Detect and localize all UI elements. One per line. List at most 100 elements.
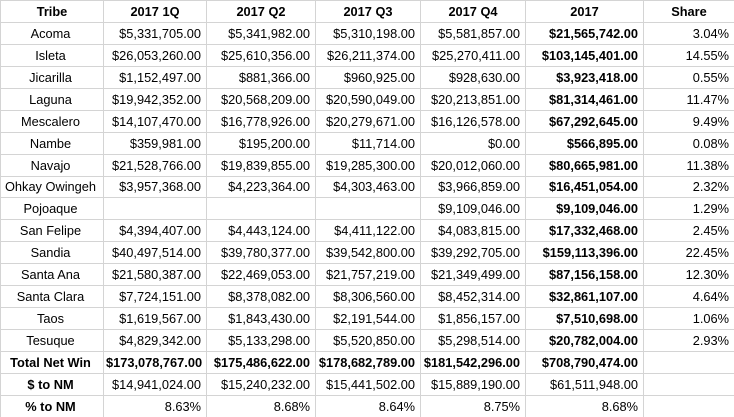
row-label-cell[interactable]: Santa Ana: [0, 263, 104, 287]
value-cell[interactable]: 8.75%: [420, 394, 526, 417]
value-cell[interactable]: $22,469,053.00: [206, 263, 316, 287]
row-label-cell[interactable]: Total Net Win: [0, 351, 104, 374]
row-label-cell[interactable]: Sandia: [0, 241, 104, 265]
value-cell[interactable]: $26,211,374.00: [315, 43, 421, 67]
value-cell[interactable]: $39,780,377.00: [206, 241, 316, 265]
value-cell[interactable]: $20,213,851.00: [420, 87, 526, 111]
value-cell[interactable]: $5,331,705.00: [103, 21, 207, 45]
value-cell[interactable]: $566,895.00: [525, 131, 644, 155]
value-cell[interactable]: $14,941,024.00: [103, 372, 207, 396]
value-cell[interactable]: $159,113,396.00: [525, 241, 644, 265]
value-cell[interactable]: $359,981.00: [103, 131, 207, 155]
row-label-cell[interactable]: Pojoaque: [0, 197, 104, 221]
value-cell[interactable]: $16,126,578.00: [420, 109, 526, 133]
row-label-cell[interactable]: Isleta: [0, 43, 104, 67]
row-label-cell[interactable]: Navajo: [0, 153, 104, 177]
value-cell[interactable]: 11.47%: [643, 87, 734, 111]
value-cell[interactable]: 0.55%: [643, 65, 734, 89]
row-label-cell[interactable]: Nambe: [0, 131, 104, 155]
value-cell[interactable]: $25,270,411.00: [420, 43, 526, 67]
row-label-cell[interactable]: Mescalero: [0, 109, 104, 133]
value-cell[interactable]: $32,861,107.00: [525, 285, 644, 309]
column-header-2017-1q[interactable]: 2017 1Q: [103, 0, 207, 23]
row-label-cell[interactable]: Taos: [0, 307, 104, 331]
value-cell[interactable]: $9,109,046.00: [525, 197, 644, 221]
value-cell[interactable]: $103,145,401.00: [525, 43, 644, 67]
value-cell[interactable]: $21,528,766.00: [103, 153, 207, 177]
value-cell[interactable]: $4,411,122.00: [315, 219, 421, 243]
value-cell[interactable]: $708,790,474.00: [525, 351, 644, 374]
value-cell[interactable]: $4,394,407.00: [103, 219, 207, 243]
value-cell[interactable]: [643, 372, 734, 396]
value-cell[interactable]: [103, 197, 207, 221]
value-cell[interactable]: 2.93%: [643, 329, 734, 352]
value-cell[interactable]: $39,292,705.00: [420, 241, 526, 265]
value-cell[interactable]: $5,581,857.00: [420, 21, 526, 45]
value-cell[interactable]: $960,925.00: [315, 65, 421, 89]
value-cell[interactable]: 8.64%: [315, 394, 421, 417]
value-cell[interactable]: $21,349,499.00: [420, 263, 526, 287]
value-cell[interactable]: $1,856,157.00: [420, 307, 526, 331]
value-cell[interactable]: 14.55%: [643, 43, 734, 67]
row-label-cell[interactable]: San Felipe: [0, 219, 104, 243]
row-label-cell[interactable]: % to NM: [0, 394, 104, 417]
value-cell[interactable]: $1,619,567.00: [103, 307, 207, 331]
value-cell[interactable]: 0.08%: [643, 131, 734, 155]
value-cell[interactable]: 12.30%: [643, 263, 734, 287]
value-cell[interactable]: 8.68%: [206, 394, 316, 417]
value-cell[interactable]: $5,310,198.00: [315, 21, 421, 45]
value-cell[interactable]: $4,443,124.00: [206, 219, 316, 243]
value-cell[interactable]: 8.63%: [103, 394, 207, 417]
value-cell[interactable]: $17,332,468.00: [525, 219, 644, 243]
value-cell[interactable]: $15,441,502.00: [315, 372, 421, 396]
value-cell[interactable]: $20,568,209.00: [206, 87, 316, 111]
value-cell[interactable]: $81,314,461.00: [525, 87, 644, 111]
row-label-cell[interactable]: Ohkay Owingeh: [0, 175, 104, 199]
value-cell[interactable]: $15,240,232.00: [206, 372, 316, 396]
value-cell[interactable]: 4.64%: [643, 285, 734, 309]
value-cell[interactable]: 2.45%: [643, 219, 734, 243]
row-label-cell[interactable]: $ to NM: [0, 372, 104, 396]
value-cell[interactable]: $5,341,982.00: [206, 21, 316, 45]
value-cell[interactable]: $3,957,368.00: [103, 175, 207, 199]
value-cell[interactable]: $8,378,082.00: [206, 285, 316, 309]
value-cell[interactable]: $7,724,151.00: [103, 285, 207, 309]
row-label-cell[interactable]: Santa Clara: [0, 285, 104, 309]
value-cell[interactable]: $20,782,004.00: [525, 329, 644, 352]
value-cell[interactable]: $11,714.00: [315, 131, 421, 155]
value-cell[interactable]: $175,486,622.00: [206, 351, 316, 374]
value-cell[interactable]: $20,279,671.00: [315, 109, 421, 133]
value-cell[interactable]: $61,511,948.00: [525, 372, 644, 396]
value-cell[interactable]: [643, 351, 734, 374]
value-cell[interactable]: $15,889,190.00: [420, 372, 526, 396]
value-cell[interactable]: $1,152,497.00: [103, 65, 207, 89]
value-cell[interactable]: $881,366.00: [206, 65, 316, 89]
row-label-cell[interactable]: Tesuque: [0, 329, 104, 352]
value-cell[interactable]: 3.04%: [643, 21, 734, 45]
column-header-2017-q2[interactable]: 2017 Q2: [206, 0, 316, 23]
value-cell[interactable]: $40,497,514.00: [103, 241, 207, 265]
value-cell[interactable]: $3,966,859.00: [420, 175, 526, 199]
column-header-2017-total[interactable]: 2017: [525, 0, 644, 23]
value-cell[interactable]: [643, 394, 734, 417]
column-header-2017-q4[interactable]: 2017 Q4: [420, 0, 526, 23]
value-cell[interactable]: $16,451,054.00: [525, 175, 644, 199]
value-cell[interactable]: $21,565,742.00: [525, 21, 644, 45]
column-header-share[interactable]: Share: [643, 0, 734, 23]
value-cell[interactable]: $87,156,158.00: [525, 263, 644, 287]
value-cell[interactable]: $16,778,926.00: [206, 109, 316, 133]
value-cell[interactable]: $5,133,298.00: [206, 329, 316, 352]
value-cell[interactable]: 1.29%: [643, 197, 734, 221]
value-cell[interactable]: $26,053,260.00: [103, 43, 207, 67]
value-cell[interactable]: $8,306,560.00: [315, 285, 421, 309]
row-label-cell[interactable]: Jicarilla: [0, 65, 104, 89]
value-cell[interactable]: $928,630.00: [420, 65, 526, 89]
value-cell[interactable]: $173,078,767.00: [103, 351, 207, 374]
value-cell[interactable]: $2,191,544.00: [315, 307, 421, 331]
value-cell[interactable]: $19,839,855.00: [206, 153, 316, 177]
value-cell[interactable]: $0.00: [420, 131, 526, 155]
value-cell[interactable]: $20,012,060.00: [420, 153, 526, 177]
value-cell[interactable]: $181,542,296.00: [420, 351, 526, 374]
value-cell[interactable]: $1,843,430.00: [206, 307, 316, 331]
value-cell[interactable]: $39,542,800.00: [315, 241, 421, 265]
